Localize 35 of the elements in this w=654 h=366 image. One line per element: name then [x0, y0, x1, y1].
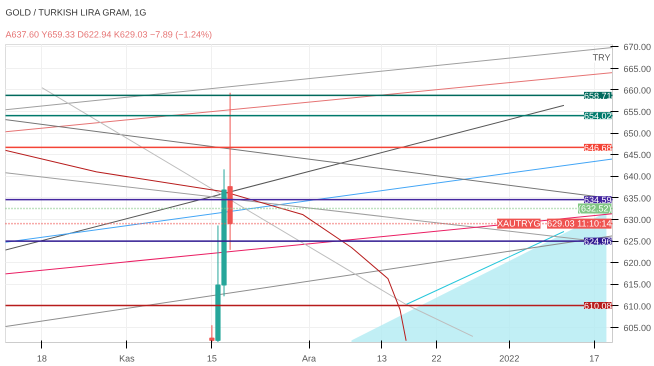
x-tick-label: 15 — [206, 354, 217, 364]
x-tick-label: Ara — [302, 354, 316, 364]
y-tick-label: 655.00 — [624, 106, 652, 117]
y-tick-label: 610.00 — [624, 301, 652, 312]
y-tick-label: 650.00 — [624, 128, 652, 139]
y-tick-label: 635.00 — [624, 193, 652, 204]
x-tick-label: Kas — [119, 354, 136, 364]
ref-line-label: 658.71 — [584, 90, 612, 101]
y-tick-label: 620.00 — [624, 258, 652, 268]
ref-line-label: 634.59 — [584, 195, 612, 206]
y-tick-label: 670.00 — [624, 42, 652, 52]
ref-line-label: 624.96 — [584, 236, 612, 247]
annotation: TRY — [592, 52, 611, 62]
annotation: XAUTRYG — [497, 218, 540, 229]
y-tick-label: 605.00 — [624, 322, 652, 333]
ref-line-label: 610.08 — [584, 300, 612, 311]
y-tick-label: 660.00 — [624, 85, 652, 96]
ref-line-label: (632.52) — [578, 204, 612, 214]
y-tick-label: 615.00 — [624, 280, 652, 290]
x-tick-label: 2022 — [499, 354, 520, 364]
y-tick-label: 625.00 — [624, 236, 652, 247]
ref-line-label: 654.02 — [584, 111, 612, 122]
y-tick-label: 630.00 — [624, 214, 652, 225]
candlestick — [209, 324, 215, 342]
y-tick-label: 640.00 — [624, 172, 652, 182]
x-tick-label: 13 — [376, 354, 387, 364]
y-tick-label: 645.00 — [624, 150, 652, 160]
chart-title: GOLD / TURKISH LIRA GRAM, 1G — [6, 8, 146, 18]
x-tick-label: 22 — [431, 354, 442, 364]
ref-line-label: 629.03 11:10:14 — [547, 218, 612, 229]
ref-line-label: 646.68 — [584, 142, 612, 153]
y-tick-label: 665.00 — [624, 64, 652, 74]
x-tick-label: 18 — [36, 354, 47, 364]
chart-subtitle: A637.60 Y659.33 D622.94 K629.03 −7.89 (−1.24%) — [6, 30, 212, 40]
x-tick-label: 17 — [589, 354, 600, 364]
